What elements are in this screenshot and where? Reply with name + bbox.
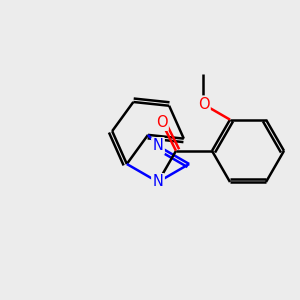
Text: O: O <box>156 115 167 130</box>
Text: N: N <box>153 139 164 154</box>
Text: N: N <box>153 175 164 190</box>
Text: O: O <box>198 97 209 112</box>
